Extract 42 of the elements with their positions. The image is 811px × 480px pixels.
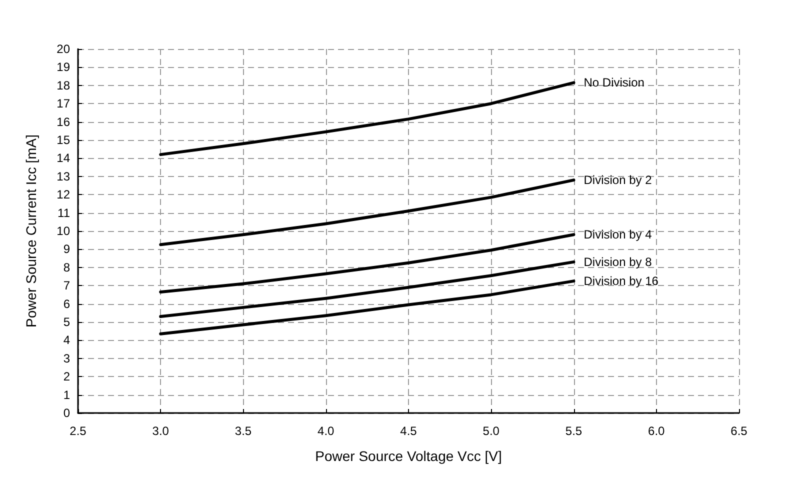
y-tick-label: 8 <box>63 260 70 274</box>
line-series <box>159 280 576 336</box>
y-tick-label: 13 <box>56 169 70 184</box>
series-label: Division by 8 <box>584 254 652 269</box>
y-tick-label: 1 <box>63 388 70 402</box>
y-tick-label: 11 <box>58 206 70 220</box>
y-tick-label: 16 <box>56 114 70 129</box>
y-tick-label: 14 <box>56 151 70 166</box>
y-tick-label: 0 <box>63 406 70 420</box>
y-tick-label: 12 <box>56 188 70 202</box>
y-tick-label: 4 <box>63 333 70 348</box>
x-axis-title: Power Source Voltage Vcc [V] <box>315 448 502 464</box>
line-series <box>159 178 576 246</box>
x-tick-label: 6.5 <box>730 424 748 438</box>
series-label: Division by 4 <box>584 228 652 242</box>
y-tick-label: 17 <box>56 96 70 111</box>
y-tick-label: 5 <box>63 315 70 329</box>
y-tick-label: 9 <box>63 242 70 256</box>
y-tick-label: 20 <box>56 42 70 56</box>
y-tick-label: 2 <box>63 370 70 384</box>
y-tick-label: 6 <box>63 296 70 311</box>
series-label: Division by 2 <box>584 173 652 188</box>
x-tick-label: 4.0 <box>318 424 335 438</box>
y-tick-label: 15 <box>56 133 70 147</box>
y-axis-title: Power Source Current Icc [mA] <box>23 134 39 328</box>
y-tick-label: 10 <box>56 224 70 238</box>
y-tick-label: 18 <box>56 78 70 92</box>
x-tick-label: 4.5 <box>400 424 418 438</box>
y-tick-label: 19 <box>56 60 70 74</box>
line-series <box>159 233 576 294</box>
y-tick-label: 7 <box>63 278 70 293</box>
x-tick-label: 3.0 <box>152 424 170 438</box>
x-tick-label: 5.5 <box>565 424 582 438</box>
line-series <box>159 260 576 318</box>
series-label: No Division <box>584 76 644 90</box>
x-tick-label: 3.5 <box>234 424 252 438</box>
x-tick-label: 6.0 <box>648 424 666 438</box>
x-tick-label: 5.0 <box>482 424 500 438</box>
y-tick-label: 3 <box>63 351 70 366</box>
x-tick-label: 2.5 <box>70 424 87 438</box>
line-series <box>159 81 576 156</box>
series-label: Division by 16 <box>584 274 659 288</box>
